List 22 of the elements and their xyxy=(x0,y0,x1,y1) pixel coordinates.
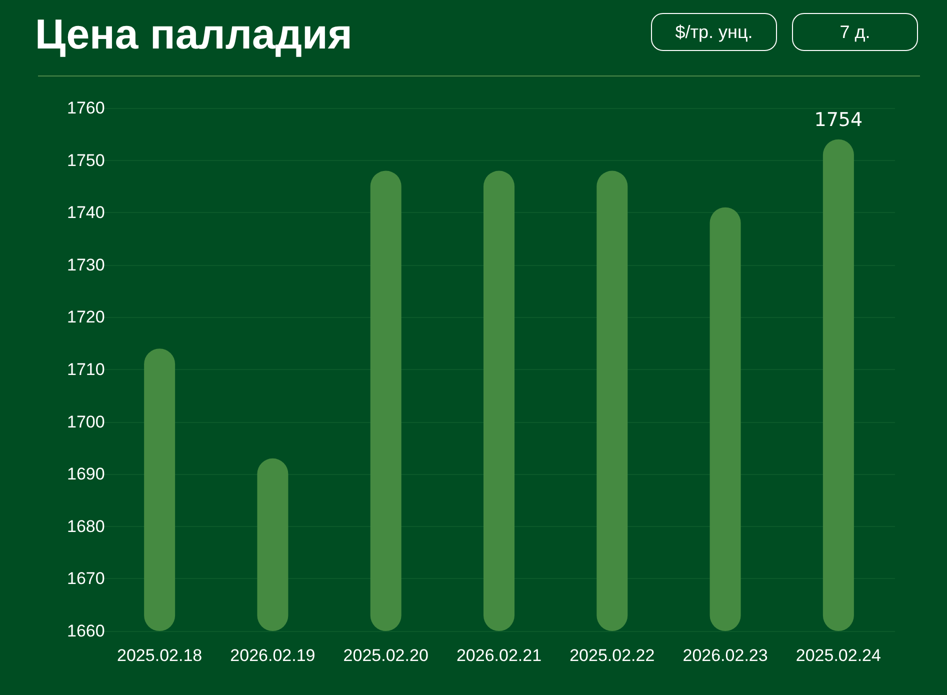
y-tick-label: 1670 xyxy=(67,569,105,588)
y-tick-label: 1720 xyxy=(67,308,105,327)
y-tick-label: 1660 xyxy=(67,622,105,640)
data-label: 1754 xyxy=(814,108,863,131)
x-tick-label: 2025.02.22 xyxy=(570,646,655,665)
x-tick-label: 2026.02.23 xyxy=(682,646,768,665)
y-tick-label: 1700 xyxy=(67,412,105,432)
toggle-button: $/тр. унц. xyxy=(651,13,777,51)
y-tick-label: 1760 xyxy=(67,98,105,118)
y-tick-label: 1740 xyxy=(67,203,105,222)
y-tick-label: 1690 xyxy=(67,464,105,484)
x-tick-label: 2025.02.24 xyxy=(796,646,881,665)
x-tick-label: 2025.02.18 xyxy=(117,646,202,665)
y-tick-label: 1680 xyxy=(67,516,105,536)
y-tick-label: 1710 xyxy=(67,360,105,379)
x-tick-label: 2026.02.21 xyxy=(456,646,542,665)
chart-title: Цена палладия xyxy=(35,10,352,58)
toggle-button: 7 д. xyxy=(792,13,918,51)
y-tick-label: 1750 xyxy=(67,150,105,170)
x-tick-label: 2025.02.20 xyxy=(343,646,428,665)
x-tick-label: 2026.02.19 xyxy=(230,646,316,665)
y-tick-label: 1730 xyxy=(67,255,105,274)
